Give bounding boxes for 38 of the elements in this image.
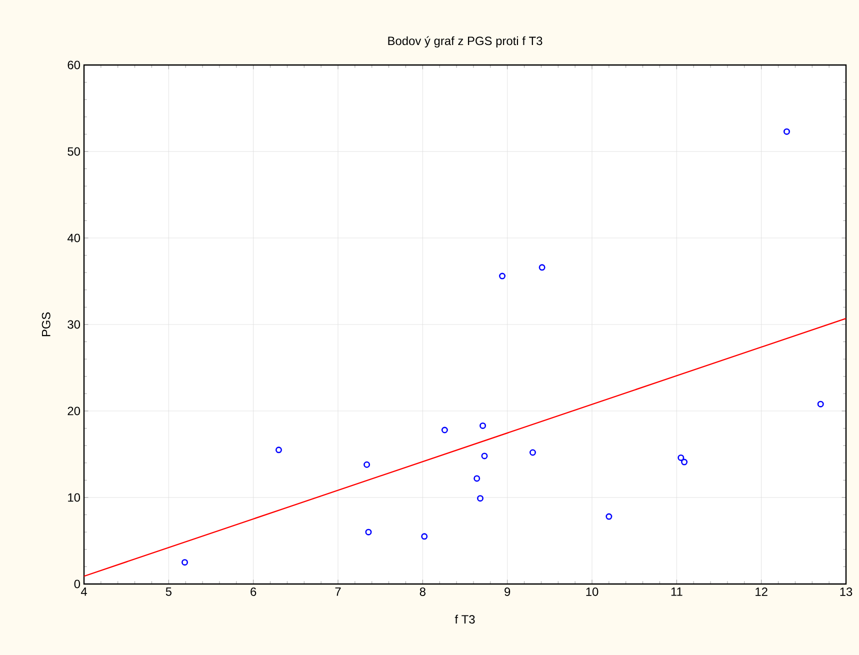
point	[480, 422, 486, 429]
y-tick-label: 50	[68, 147, 80, 156]
point	[783, 128, 790, 135]
point	[817, 400, 824, 408]
point	[681, 458, 688, 466]
y-tick-label: 30	[68, 320, 80, 329]
point	[474, 475, 480, 482]
point	[182, 559, 188, 566]
point	[364, 461, 370, 468]
x-tick-label: 4	[80, 588, 87, 596]
point	[275, 446, 282, 454]
y-tick-label: 60	[68, 60, 80, 70]
point	[477, 495, 484, 502]
point	[529, 449, 536, 456]
y-tick-label: 20	[68, 406, 80, 416]
point	[678, 454, 684, 461]
y-tick-label: 40	[67, 234, 80, 242]
point	[606, 513, 612, 520]
x-tick-label: 13	[840, 588, 852, 596]
y-tick-label: 0	[74, 580, 80, 588]
point	[538, 264, 546, 271]
x-tick-label: 5	[166, 588, 172, 596]
y-axis-title: PGS	[42, 312, 50, 336]
point	[441, 426, 448, 434]
point	[481, 452, 488, 460]
x-axis-title: f T3	[454, 614, 475, 624]
point	[365, 528, 372, 536]
x-tick-label: 10	[586, 588, 598, 596]
x-tick-label: 11	[671, 588, 682, 596]
chart-title: Bodov ý graf z PGS proti f T3	[388, 36, 542, 48]
point	[499, 272, 506, 280]
point	[421, 533, 428, 540]
x-tick-label: 12	[756, 588, 768, 596]
x-tick-label: 7	[335, 588, 341, 596]
x-tick-label: 8	[420, 588, 426, 596]
y-tick-label: 10	[68, 493, 80, 502]
x-tick-label: 6	[250, 588, 256, 596]
x-tick-label: 9	[504, 588, 510, 596]
